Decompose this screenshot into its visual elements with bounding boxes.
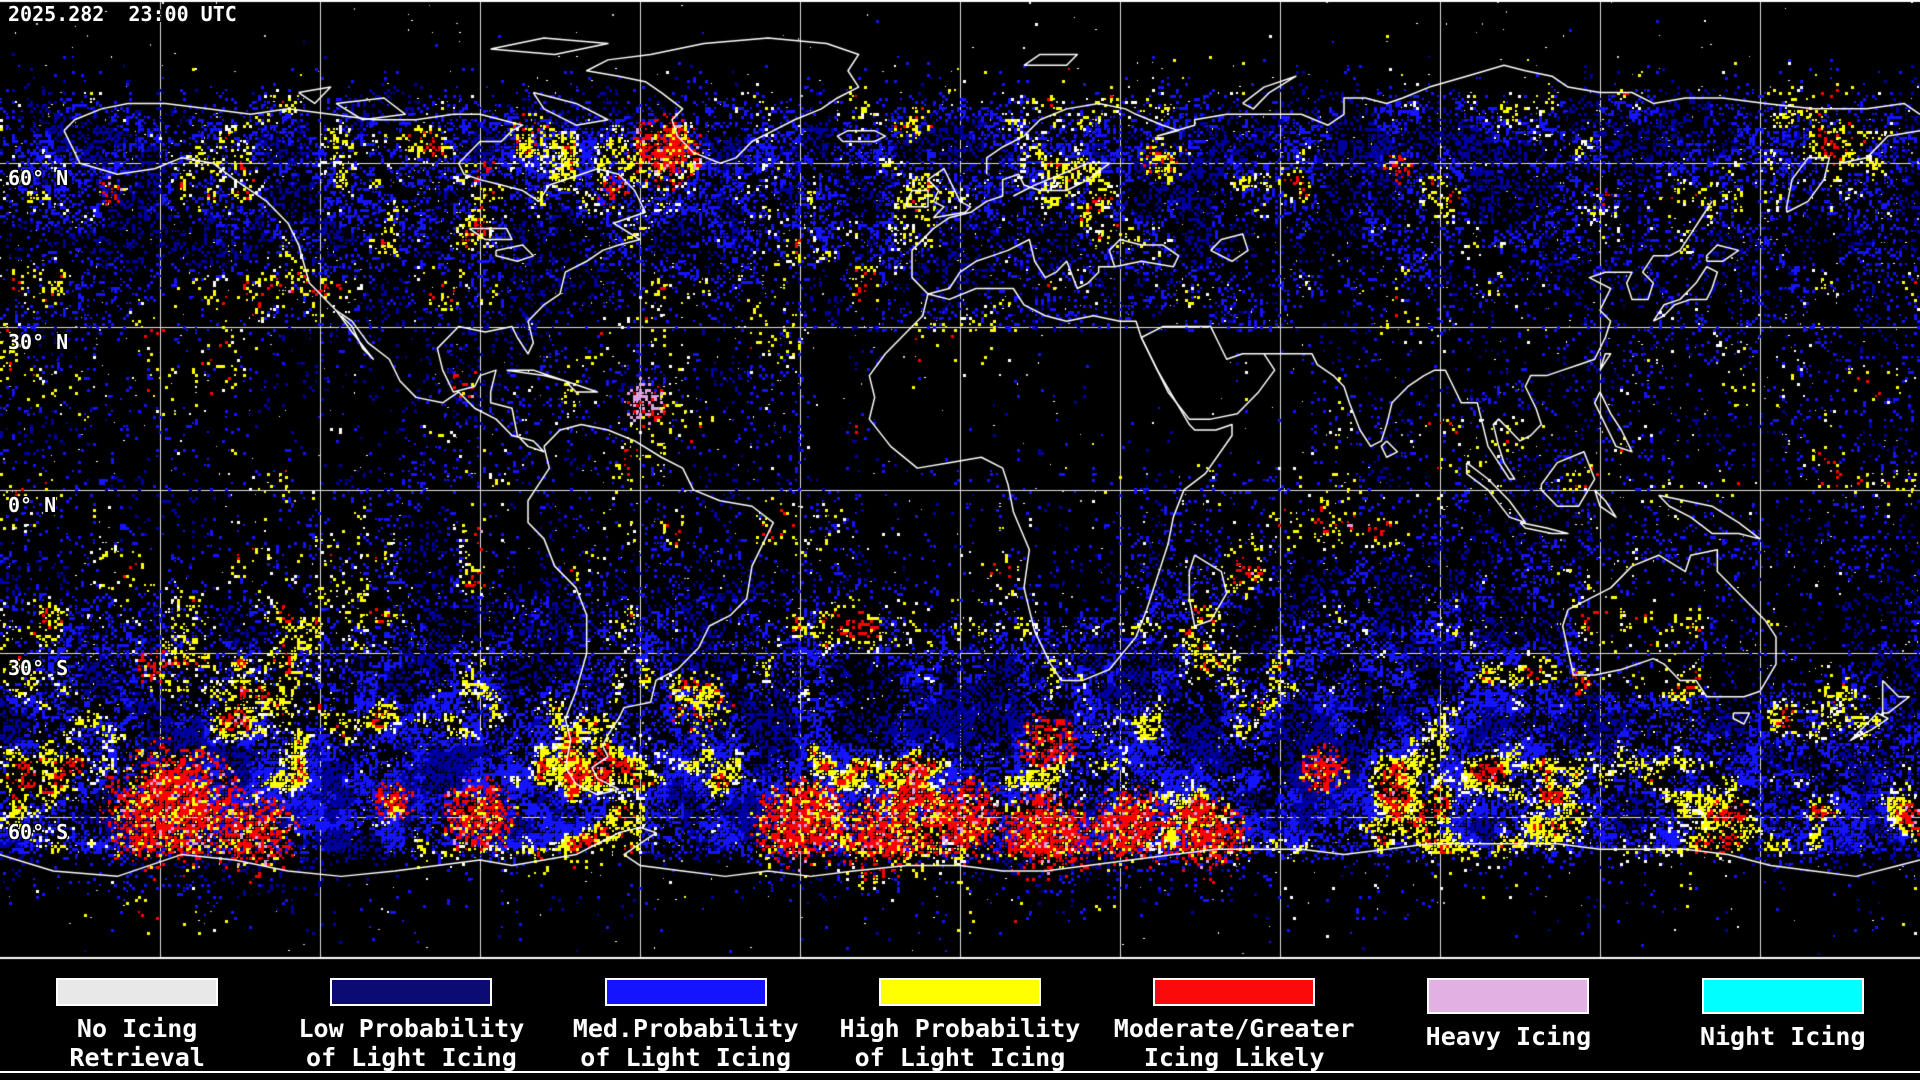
lat-label-1: 30° N (8, 330, 69, 354)
legend-item-5: Heavy Icing (1371, 972, 1645, 1072)
legend-caption-line1-5: Heavy Icing (1425, 1022, 1592, 1051)
lat-label-0: 60° N (8, 166, 69, 190)
legend-swatch-6 (1701, 978, 1864, 1014)
legend-caption-line1-6: Night Icing (1699, 1022, 1866, 1051)
legend-caption-line2-4: Icing Likely (1143, 1043, 1325, 1072)
legend-swatch-0 (56, 978, 219, 1006)
legend-item-4: Moderate/Greater Icing Likely (1097, 972, 1371, 1072)
legend-caption-line1-1: Low Probability (298, 1014, 525, 1043)
bottom-border-line (0, 1071, 1920, 1073)
legend-item-3: High Probability of Light Icing (823, 972, 1097, 1072)
legend-caption-line2-0: Retrieval (69, 1043, 205, 1072)
timestamp-label: 2025.282 23:00 UTC (8, 2, 237, 26)
legend-caption-line1-2: Med.Probability (572, 1014, 799, 1043)
lat-label-2: 0° N (8, 493, 57, 517)
legend-caption-line2-3: of Light Icing (854, 1043, 1066, 1072)
legend-swatch-3 (878, 978, 1041, 1006)
legend-caption-line1-3: High Probability (839, 1014, 1081, 1043)
legend-swatch-1 (330, 978, 493, 1006)
legend-swatch-2 (604, 978, 767, 1006)
legend-item-0: No Icing Retrieval (0, 972, 274, 1072)
legend-caption-line2-2: of Light Icing (580, 1043, 792, 1072)
legend: No Icing Retrieval Low Probability of Light… (0, 972, 1920, 1072)
legend-swatch-5 (1427, 978, 1590, 1014)
lat-label-4: 60° S (8, 820, 69, 844)
lat-label-3: 30° S (8, 656, 69, 680)
legend-caption-line2-1: of Light Icing (306, 1043, 517, 1072)
legend-caption-line1-4: Moderate/Greater (1113, 1014, 1355, 1043)
legend-swatch-4 (1153, 978, 1316, 1006)
legend-item-2: Med.Probability of Light Icing (549, 972, 823, 1072)
legend-item-6: Night Icing (1646, 972, 1920, 1072)
legend-caption-line1-0: No Icing (76, 1014, 198, 1043)
legend-item-1: Low Probability of Light Icing (274, 972, 548, 1072)
world-icing-map-canvas (0, 0, 1920, 970)
